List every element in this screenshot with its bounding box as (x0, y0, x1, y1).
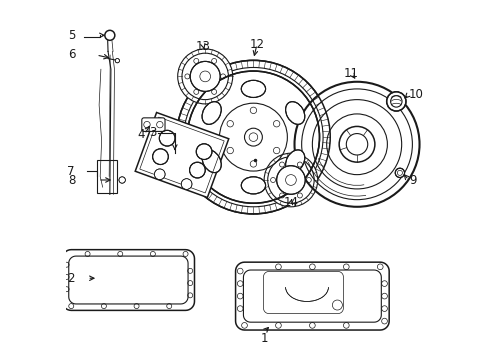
Circle shape (177, 49, 232, 104)
Circle shape (264, 153, 317, 207)
Circle shape (386, 92, 405, 111)
Polygon shape (142, 118, 164, 131)
Ellipse shape (285, 102, 304, 124)
Circle shape (189, 162, 205, 178)
Circle shape (176, 60, 329, 214)
Text: 10: 10 (408, 88, 423, 101)
Circle shape (276, 166, 305, 194)
Text: 2: 2 (67, 272, 75, 285)
Text: 6: 6 (68, 49, 76, 62)
Polygon shape (62, 249, 194, 310)
Text: 14: 14 (283, 196, 298, 209)
Text: 11: 11 (344, 67, 358, 80)
Ellipse shape (241, 80, 265, 98)
Circle shape (115, 59, 119, 63)
Text: 5: 5 (68, 29, 76, 42)
Ellipse shape (202, 102, 221, 124)
Text: 8: 8 (68, 174, 76, 186)
Text: 13: 13 (196, 40, 210, 53)
Text: 4: 4 (137, 128, 144, 141)
Circle shape (152, 149, 168, 165)
Circle shape (196, 144, 211, 159)
Ellipse shape (285, 150, 304, 172)
Circle shape (187, 71, 319, 203)
Text: 1: 1 (260, 332, 267, 345)
Text: 3: 3 (149, 126, 157, 139)
Ellipse shape (202, 150, 221, 172)
Polygon shape (235, 262, 388, 330)
Circle shape (394, 168, 404, 177)
Circle shape (181, 179, 192, 189)
Bar (97, 160, 117, 193)
Ellipse shape (241, 177, 265, 194)
Circle shape (119, 177, 125, 183)
Text: 7: 7 (67, 165, 75, 177)
Circle shape (154, 169, 165, 180)
Circle shape (159, 130, 175, 146)
Text: 9: 9 (408, 174, 415, 186)
Circle shape (294, 82, 419, 207)
Circle shape (190, 62, 220, 91)
Text: 12: 12 (249, 38, 264, 51)
Polygon shape (135, 112, 228, 198)
